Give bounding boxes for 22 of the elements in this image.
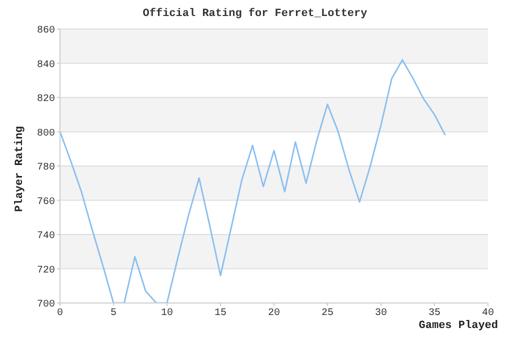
y-tick-label: 800 [36, 128, 55, 140]
x-tick-label: 25 [321, 308, 334, 320]
x-tick-label: 0 [56, 308, 64, 320]
x-tick-label: 5 [110, 308, 117, 320]
x-tick-label: 15 [214, 308, 227, 320]
y-tick-label: 840 [36, 60, 55, 71]
y-tick-label: 860 [36, 26, 55, 37]
y-tick-label: 780 [36, 162, 55, 174]
x-tick-label: 20 [268, 308, 280, 320]
y-tick-label: 700 [36, 300, 55, 311]
y-tick-label: 740 [36, 231, 55, 242]
y-tick-label: 720 [36, 265, 55, 276]
x-tick-label: 10 [160, 308, 174, 320]
x-axis-title: Games Played [418, 320, 498, 332]
line-series [60, 59, 446, 303]
x-tick-label: 30 [374, 308, 388, 320]
chart-title: Official Rating for Ferret_Lottery [142, 8, 368, 20]
y-axis-title: Player Rating [14, 125, 26, 214]
y-tick-label: 820 [36, 94, 55, 106]
x-tick-label: 35 [428, 308, 441, 320]
y-tick-label: 760 [36, 196, 55, 208]
x-tick-label: 40 [482, 308, 494, 320]
